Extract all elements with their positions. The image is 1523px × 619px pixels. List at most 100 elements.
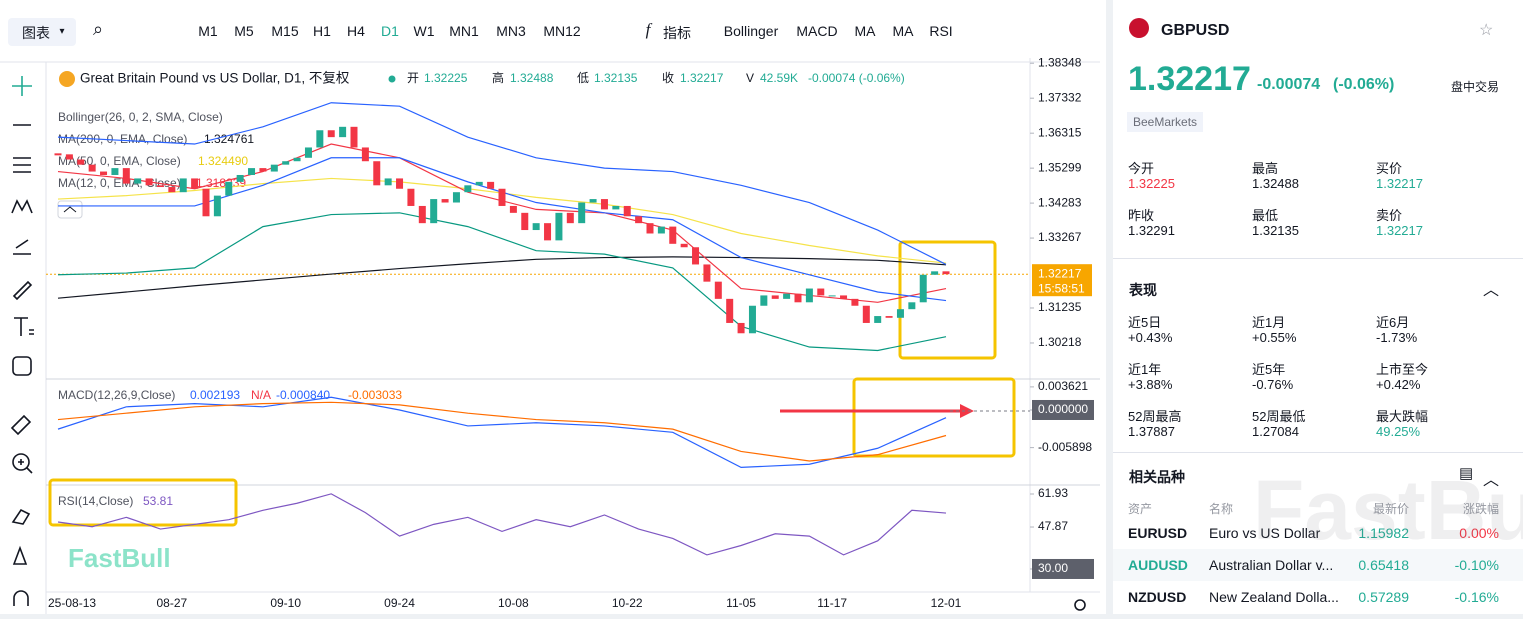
candle bbox=[646, 223, 654, 234]
y-tick-label: 61.93 bbox=[1038, 486, 1068, 500]
toolbar-item[interactable]: M15 bbox=[271, 23, 299, 39]
fx-icon: f bbox=[645, 20, 651, 39]
chart-menu[interactable]: 图表 bbox=[22, 25, 50, 41]
candle bbox=[737, 322, 745, 334]
arrow-head bbox=[960, 404, 974, 418]
candle bbox=[373, 161, 381, 186]
collapse-button[interactable]: ︿ bbox=[1483, 472, 1500, 489]
toolbar-item[interactable]: Bollinger bbox=[723, 23, 779, 39]
ohlc-value: 1.32488 bbox=[510, 71, 554, 85]
candle bbox=[191, 178, 199, 189]
highlight-box bbox=[898, 240, 997, 360]
perf-label: 近1年 bbox=[1128, 362, 1162, 377]
table-header: 涨跌幅 bbox=[1462, 502, 1499, 516]
volume-label: V bbox=[746, 71, 754, 85]
stat-value: 1.32488 bbox=[1252, 176, 1299, 191]
tick-box bbox=[1032, 558, 1094, 579]
x-tick-label: 25-08-13 bbox=[48, 596, 96, 610]
table-cell: Euro vs US Dollar bbox=[1209, 525, 1321, 541]
candle bbox=[316, 130, 324, 148]
legend-value: 1.324490 bbox=[198, 154, 248, 168]
indicator-line bbox=[57, 143, 947, 303]
perf-label: 52周最低 bbox=[1252, 409, 1306, 424]
section-title: 相关品种 bbox=[1129, 469, 1185, 485]
candle bbox=[680, 243, 688, 248]
symbol-icon bbox=[59, 71, 75, 87]
toolbar-item[interactable]: H4 bbox=[347, 23, 365, 39]
toolbar-item[interactable]: MA bbox=[892, 23, 914, 39]
status: 盘中交易 bbox=[1451, 80, 1500, 94]
toolbar-item[interactable]: D1 bbox=[381, 23, 399, 39]
candle bbox=[441, 199, 449, 203]
y-tick-label: 1.30218 bbox=[1038, 335, 1082, 349]
table-cell: 0.65418 bbox=[1358, 557, 1409, 573]
candle bbox=[521, 212, 529, 231]
rsi-legend: RSI(14,Close) bbox=[58, 494, 133, 508]
toolbar-item[interactable]: MA bbox=[854, 23, 876, 39]
y-tick-label: 1.34283 bbox=[1038, 195, 1082, 209]
change: -0.00074 (-0.06%) bbox=[808, 71, 905, 85]
toolbar-item[interactable]: H1 bbox=[313, 23, 331, 39]
candle bbox=[418, 205, 426, 224]
candle bbox=[396, 178, 404, 189]
macd-reading: -0.000840 bbox=[276, 388, 330, 402]
collapse-button[interactable]: ︿ bbox=[1483, 282, 1500, 299]
candle bbox=[623, 205, 631, 217]
x-tick-label: 11-17 bbox=[817, 596, 847, 610]
candle bbox=[851, 298, 859, 306]
table-cell: -0.16% bbox=[1454, 589, 1499, 605]
tool-icons[interactable] bbox=[10, 76, 34, 606]
candle bbox=[931, 271, 939, 275]
toolbar-item[interactable]: MN3 bbox=[496, 23, 526, 39]
chart-pane: Great Britain Pound vs US Dollar, D1, 不复… bbox=[0, 0, 1106, 614]
chart: Great Britain Pound vs US Dollar, D1, 不复… bbox=[0, 18, 1100, 614]
ohlc-value: 1.32135 bbox=[594, 71, 638, 85]
candle bbox=[805, 288, 813, 303]
search-icon[interactable]: ⌕ bbox=[92, 19, 104, 39]
candle bbox=[942, 271, 950, 275]
ohlc-label: 高 bbox=[492, 70, 504, 85]
candle bbox=[213, 195, 221, 217]
collapse-button[interactable] bbox=[57, 200, 83, 219]
section-title: 表现 bbox=[1129, 282, 1157, 298]
indicators-menu[interactable]: 指标 bbox=[663, 25, 691, 41]
toolbar-item[interactable]: MACD bbox=[796, 23, 838, 39]
candle bbox=[748, 305, 756, 334]
y-tick-label: 1.33267 bbox=[1038, 230, 1082, 244]
chevron: ▾ bbox=[59, 26, 65, 37]
toolbar-item[interactable]: RSI bbox=[929, 23, 953, 39]
perf-label: 上市至今 bbox=[1376, 362, 1429, 377]
toolbar-item[interactable]: M1 bbox=[198, 23, 218, 39]
toolbar-item[interactable]: MN1 bbox=[449, 23, 479, 39]
stat-label: 买价 bbox=[1376, 161, 1403, 176]
x-tick-label: 11-05 bbox=[726, 596, 756, 610]
candle bbox=[77, 159, 85, 165]
ohlc-label: 低 bbox=[577, 71, 589, 85]
candle bbox=[111, 168, 119, 175]
macd-reading: -0.003033 bbox=[348, 388, 402, 402]
stat-label: 最高 bbox=[1252, 161, 1279, 176]
y-tick-label: 0.000000 bbox=[1038, 402, 1088, 416]
favorite-button[interactable]: ☆ bbox=[1479, 22, 1494, 39]
toolbar-item[interactable]: MN12 bbox=[543, 23, 581, 39]
table-header: 最新价 bbox=[1372, 502, 1409, 516]
settings-icon[interactable] bbox=[1074, 599, 1086, 611]
indicator-line bbox=[57, 212, 947, 352]
candle bbox=[168, 187, 176, 193]
candle bbox=[692, 247, 700, 265]
toolbar-item[interactable]: W1 bbox=[413, 23, 435, 39]
perf-value: 1.37887 bbox=[1128, 424, 1175, 439]
toolbar-item[interactable]: M5 bbox=[234, 23, 254, 39]
perf-label: 最大跌幅 bbox=[1376, 409, 1429, 424]
candle bbox=[327, 130, 335, 138]
symbol: GBPUSD bbox=[1161, 22, 1230, 39]
ohlc-label: 收 bbox=[662, 71, 674, 85]
perf-value: -1.73% bbox=[1376, 330, 1418, 345]
change-pct: (-0.06%) bbox=[1333, 76, 1395, 93]
candle bbox=[783, 293, 791, 299]
macd-reading: 0.002193 bbox=[190, 388, 240, 402]
list-button[interactable]: ▤ bbox=[1459, 465, 1474, 482]
perf-value: 1.27084 bbox=[1252, 424, 1299, 439]
candle bbox=[714, 281, 722, 299]
candle bbox=[145, 178, 153, 186]
